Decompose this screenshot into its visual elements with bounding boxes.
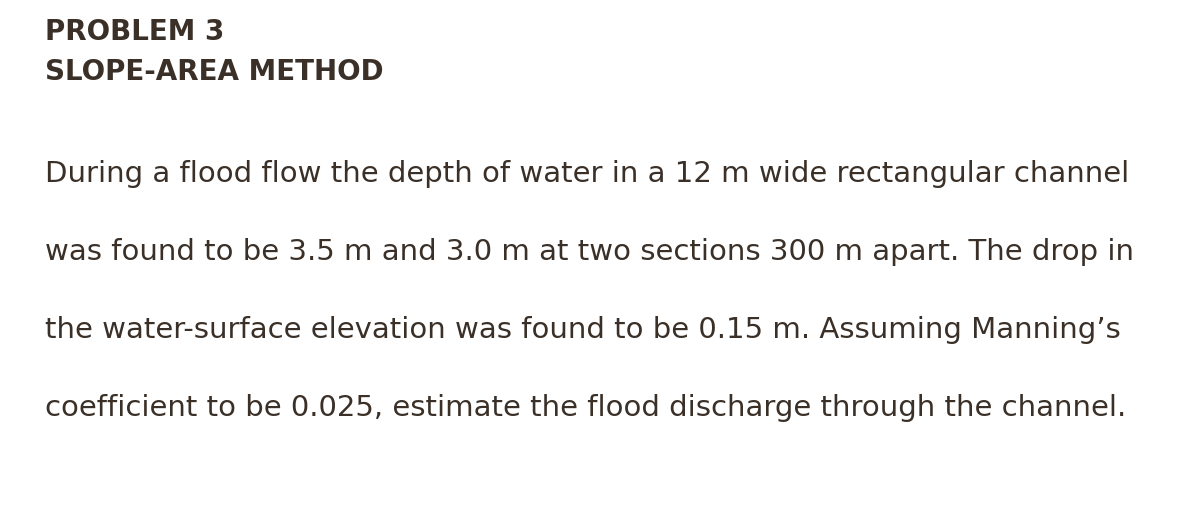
Text: PROBLEM 3: PROBLEM 3 <box>46 18 224 46</box>
Text: SLOPE-AREA METHOD: SLOPE-AREA METHOD <box>46 58 384 86</box>
Text: During a flood flow the depth of water in a 12 m wide rectangular channel: During a flood flow the depth of water i… <box>46 160 1129 188</box>
Text: the water-surface elevation was found to be 0.15 m. Assuming Manning’s: the water-surface elevation was found to… <box>46 316 1121 344</box>
Text: was found to be 3.5 m and 3.0 m at two sections 300 m apart. The drop in: was found to be 3.5 m and 3.0 m at two s… <box>46 238 1134 266</box>
Text: coefficient to be 0.025, estimate the flood discharge through the channel.: coefficient to be 0.025, estimate the fl… <box>46 393 1127 421</box>
